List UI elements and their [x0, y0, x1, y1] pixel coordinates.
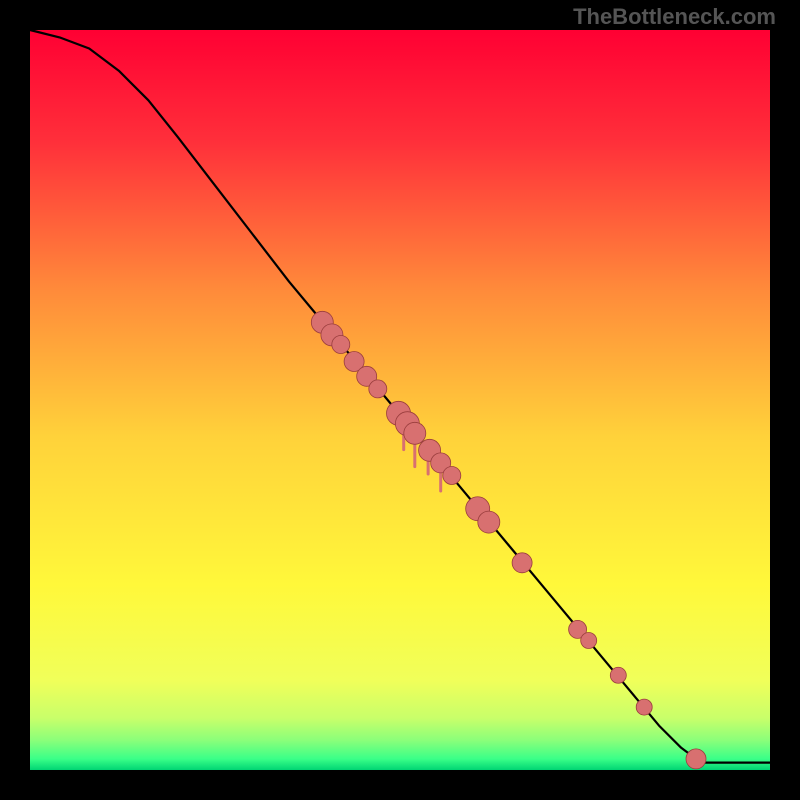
data-point	[404, 422, 426, 444]
data-point	[332, 336, 350, 354]
watermark-text: TheBottleneck.com	[573, 4, 776, 30]
data-point	[369, 380, 387, 398]
data-point	[636, 699, 652, 715]
data-point	[610, 667, 626, 683]
data-point	[686, 749, 706, 769]
chart-svg	[0, 0, 800, 800]
data-point	[443, 466, 461, 484]
data-point	[512, 553, 532, 573]
data-point	[581, 633, 597, 649]
curve-line	[30, 30, 770, 763]
chart-container: TheBottleneck.com	[0, 0, 800, 800]
data-point	[478, 511, 500, 533]
